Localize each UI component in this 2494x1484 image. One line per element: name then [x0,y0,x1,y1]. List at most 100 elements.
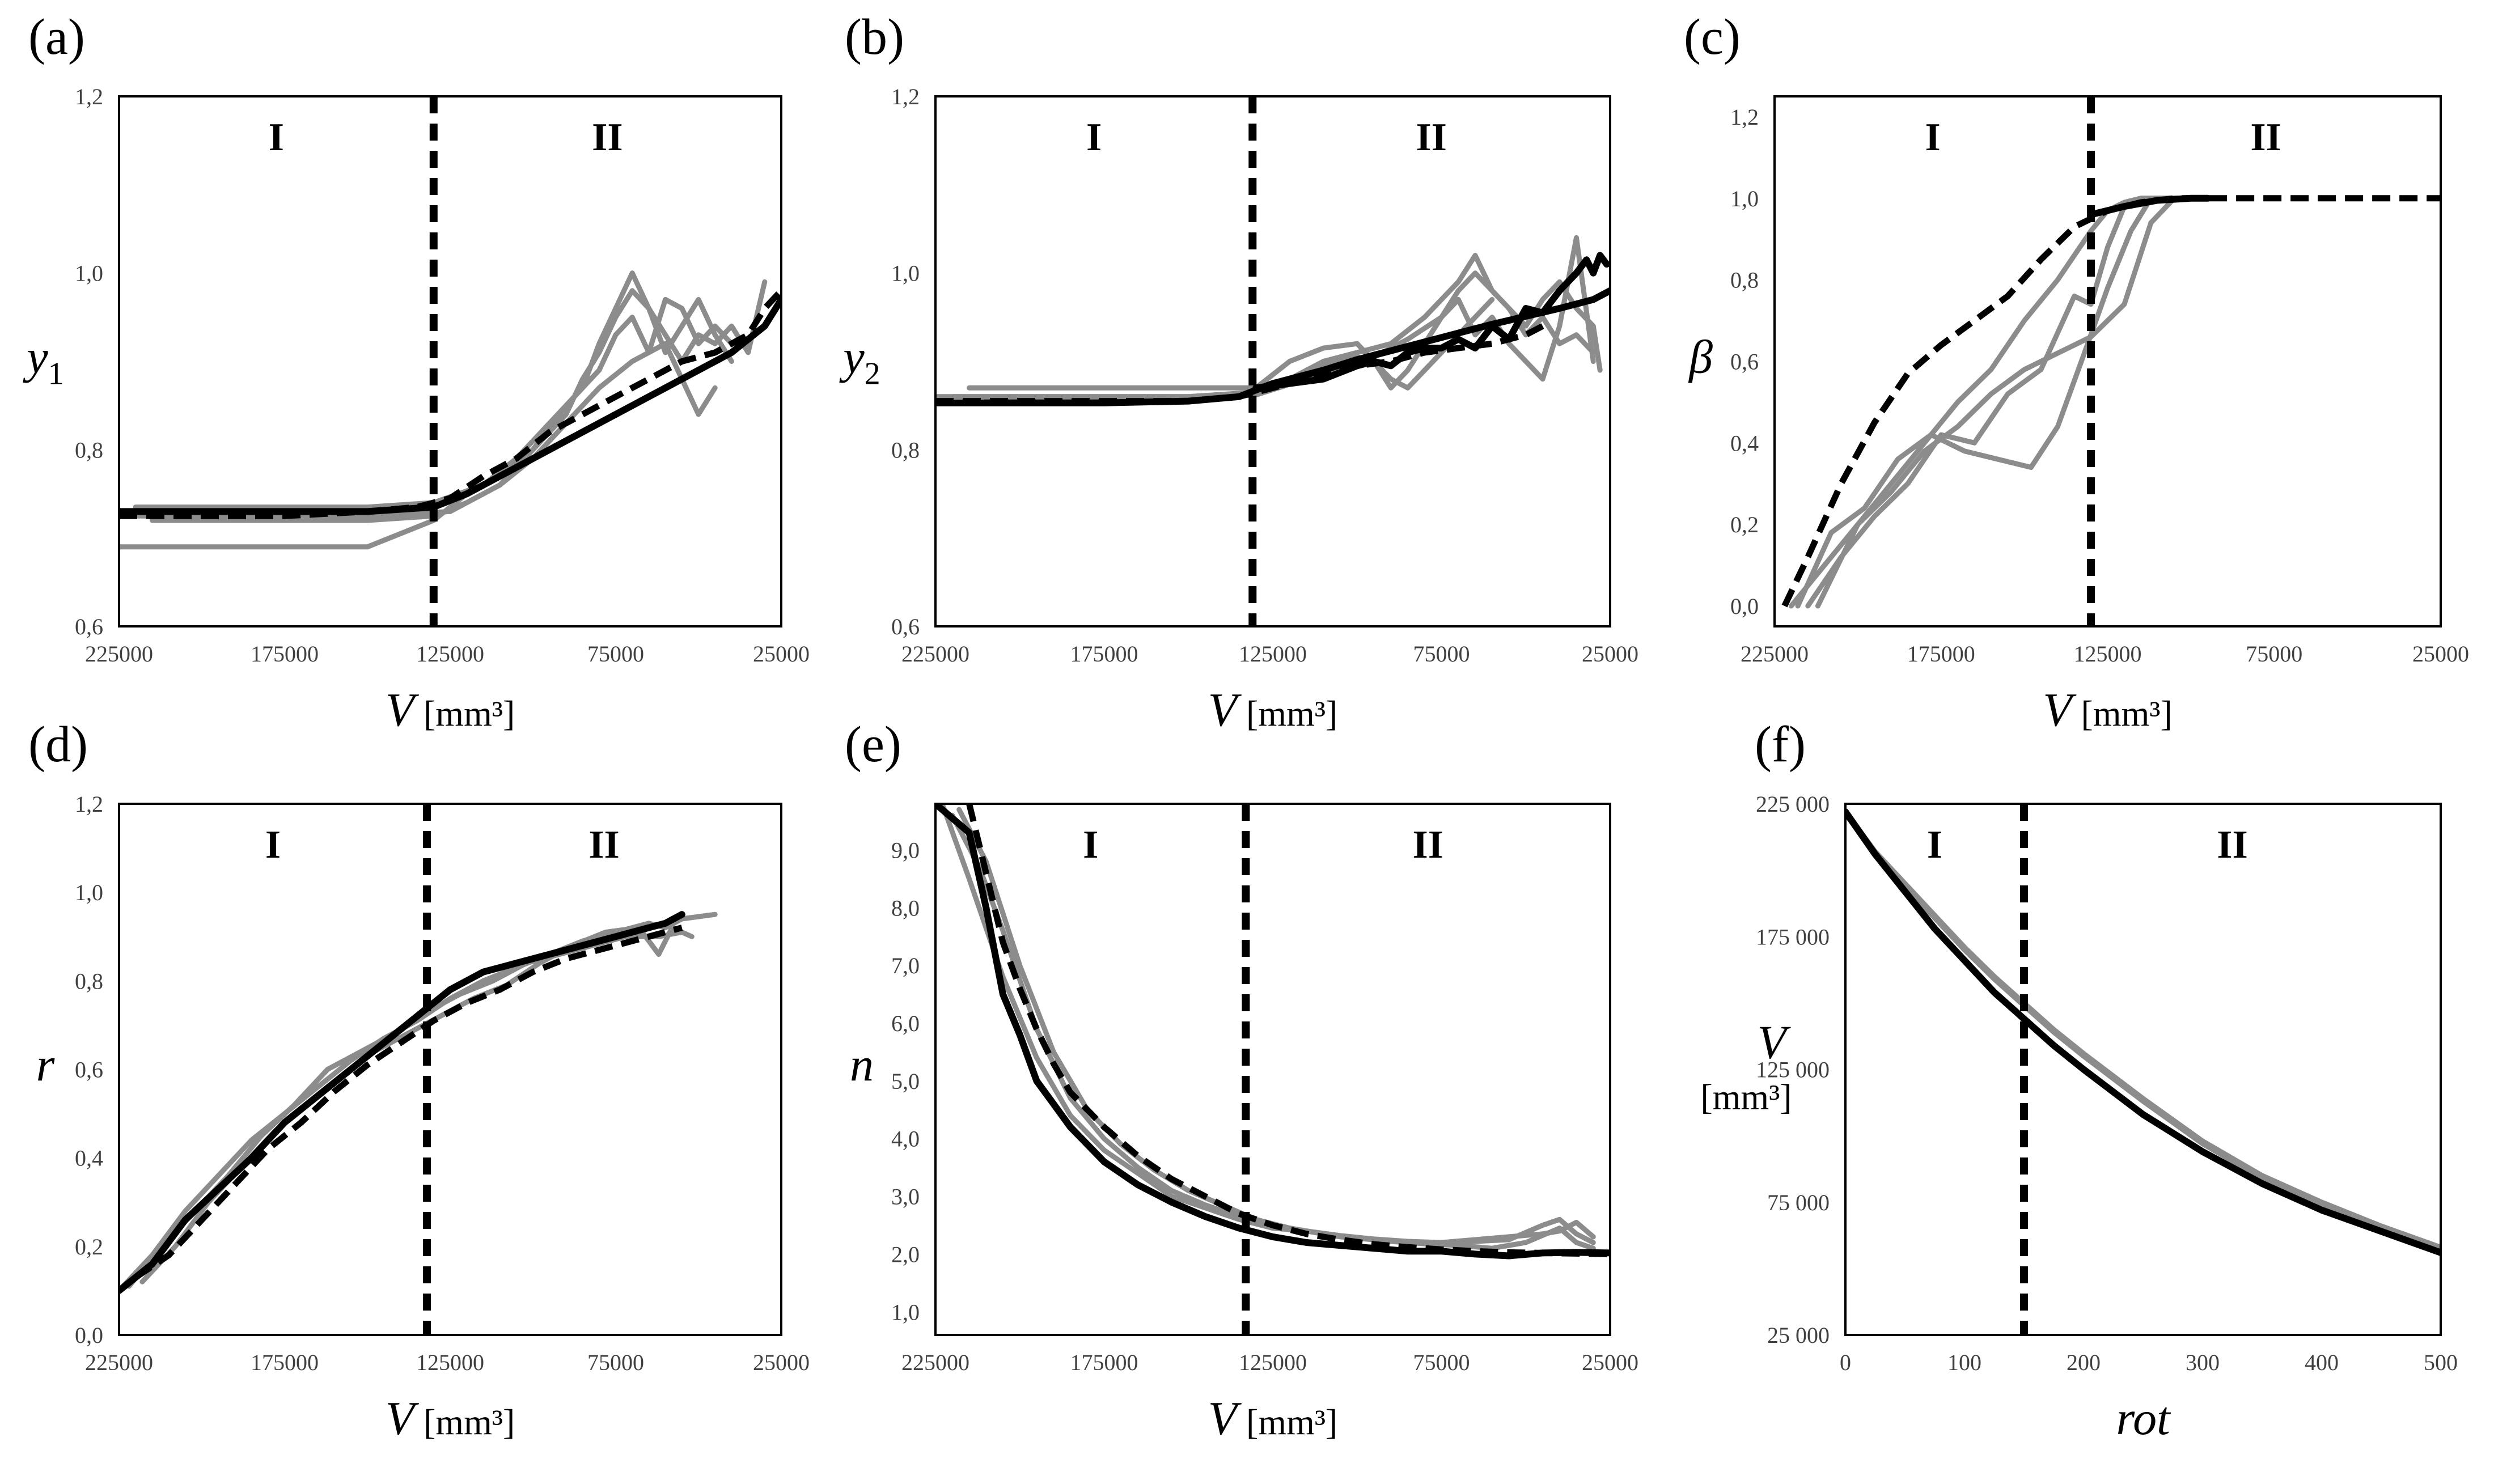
y-axis-label: y1 [22,331,63,392]
plot-frame [934,803,1611,1336]
x-axis-label: V [mm³] [386,1392,515,1445]
x-axis-label-main: V [386,684,420,736]
y-axis-label: β [1688,331,1713,384]
region-label-II: II [592,116,623,159]
plot-frame [118,95,782,627]
x-axis-label: V [mm³] [1208,684,1338,736]
y-tick-label: 0,8 [75,437,103,463]
region-label-II: II [1412,823,1443,867]
series-group [935,804,1610,1260]
y-axis-label: r [36,1039,55,1092]
y-axis-label-main: y [839,331,865,384]
series-line-experiment-2 [967,270,1596,391]
series-group [935,235,1610,406]
x-axis-unit: [mm³] [2081,693,2172,733]
y-tick-label: 4,0 [891,1126,920,1152]
y-axis-unit: [mm³] [1700,1077,1792,1117]
x-tick-label: 300 [2186,1350,2220,1375]
y-tick-label: 8,0 [891,895,920,921]
y-tick-label: 1,0 [891,261,920,286]
y-axis-label-subscript: 1 [48,357,64,392]
x-tick-label: 100 [1947,1350,1981,1375]
y-axis-label: n [850,1039,874,1092]
y-tick-label: 0,6 [75,614,103,639]
series-line-experiment-1 [1845,809,2441,1250]
series-line-experiment-2 [119,279,768,550]
series-line-experiment-2 [139,925,695,1284]
series-group [119,270,781,550]
region-label-I: I [1925,116,1940,159]
plot-frame [934,95,1611,627]
x-tick-label: 25000 [1582,1350,1638,1375]
y-tick-label: 125 000 [1756,1057,1830,1083]
x-tick-label: 125000 [1239,641,1307,667]
x-axis-unit: [mm³] [424,693,515,733]
panel-label: (e) [845,716,901,773]
y-tick-label: 0,6 [891,614,920,639]
series-group [1781,194,2441,609]
x-tick-label: 225000 [85,641,153,667]
y-tick-label: 0,8 [1730,268,1759,293]
x-axis-label: V [mm³] [386,684,515,736]
series-line-experiment-4 [1815,196,2194,609]
x-tick-label: 125000 [1239,1350,1307,1375]
panel-label: (a) [28,9,85,65]
x-axis-label-main: V [2043,684,2077,736]
region-label-II: II [588,823,619,867]
x-tick-label: 175000 [1070,641,1138,667]
y-tick-label: 2,0 [891,1241,920,1267]
panel-label: (c) [1684,9,1741,65]
region-label-I: I [265,823,281,867]
x-tick-label: 75000 [587,641,644,667]
x-tick-label: 125000 [416,1350,484,1375]
y-tick-label: 1,2 [891,84,920,109]
series-line-experiment-3 [956,807,1596,1251]
x-axis-unit: [mm³] [1246,1402,1337,1442]
region-label-I: I [1086,116,1102,159]
x-tick-label: 75000 [587,1350,644,1375]
y-tick-label: 0,8 [891,437,920,463]
y-tick-label: 1,0 [75,880,103,905]
y-tick-label: 1,0 [75,261,103,286]
x-tick-label: 225000 [85,1350,153,1375]
region-label-I: I [1927,823,1942,867]
series-line-experiment-3 [133,270,734,510]
series-group [119,911,718,1294]
y-axis-label: y2 [839,331,880,392]
y-tick-label: 0,2 [1730,512,1759,537]
y-axis-label-main: V [1757,1016,1791,1069]
plot-frame [1773,95,2442,627]
y-tick-label: 3,0 [891,1184,920,1210]
plot-frame [1844,803,2442,1336]
y-tick-label: 25 000 [1767,1322,1830,1348]
series-line-mean-experiment-solid- [2087,194,2211,218]
x-tick-label: 400 [2305,1350,2339,1375]
x-axis-label: rot [2116,1392,2172,1445]
x-tick-label: 75000 [1413,1350,1470,1375]
series-group [1845,808,2441,1256]
x-tick-label: 175000 [1070,1350,1138,1375]
x-tick-label: 75000 [1413,641,1470,667]
y-tick-label: 1,2 [75,84,103,109]
x-axis-label: V [mm³] [1208,1392,1338,1445]
y-tick-label: 1,0 [891,1299,920,1325]
series-line-model-dashed- [1781,195,2441,608]
region-label-I: I [269,116,284,159]
series-line-experiment-3 [1795,196,2194,609]
x-axis-label-main: V [1208,684,1242,736]
region-label-II: II [2217,823,2247,867]
y-axis-label: V [1757,1016,1791,1069]
y-tick-label: 0,0 [1730,593,1759,619]
x-tick-label: 225000 [901,1350,969,1375]
x-axis-label-main: rot [2116,1392,2172,1445]
series-line-model-solid- [119,296,781,515]
x-axis-label-main: V [1208,1392,1242,1445]
plot-frame [118,803,782,1336]
y-tick-label: 1,2 [75,791,103,817]
series-line-experiment-1 [119,911,718,1294]
y-axis-label-main: n [850,1039,874,1092]
y-tick-label: 175 000 [1756,924,1830,949]
